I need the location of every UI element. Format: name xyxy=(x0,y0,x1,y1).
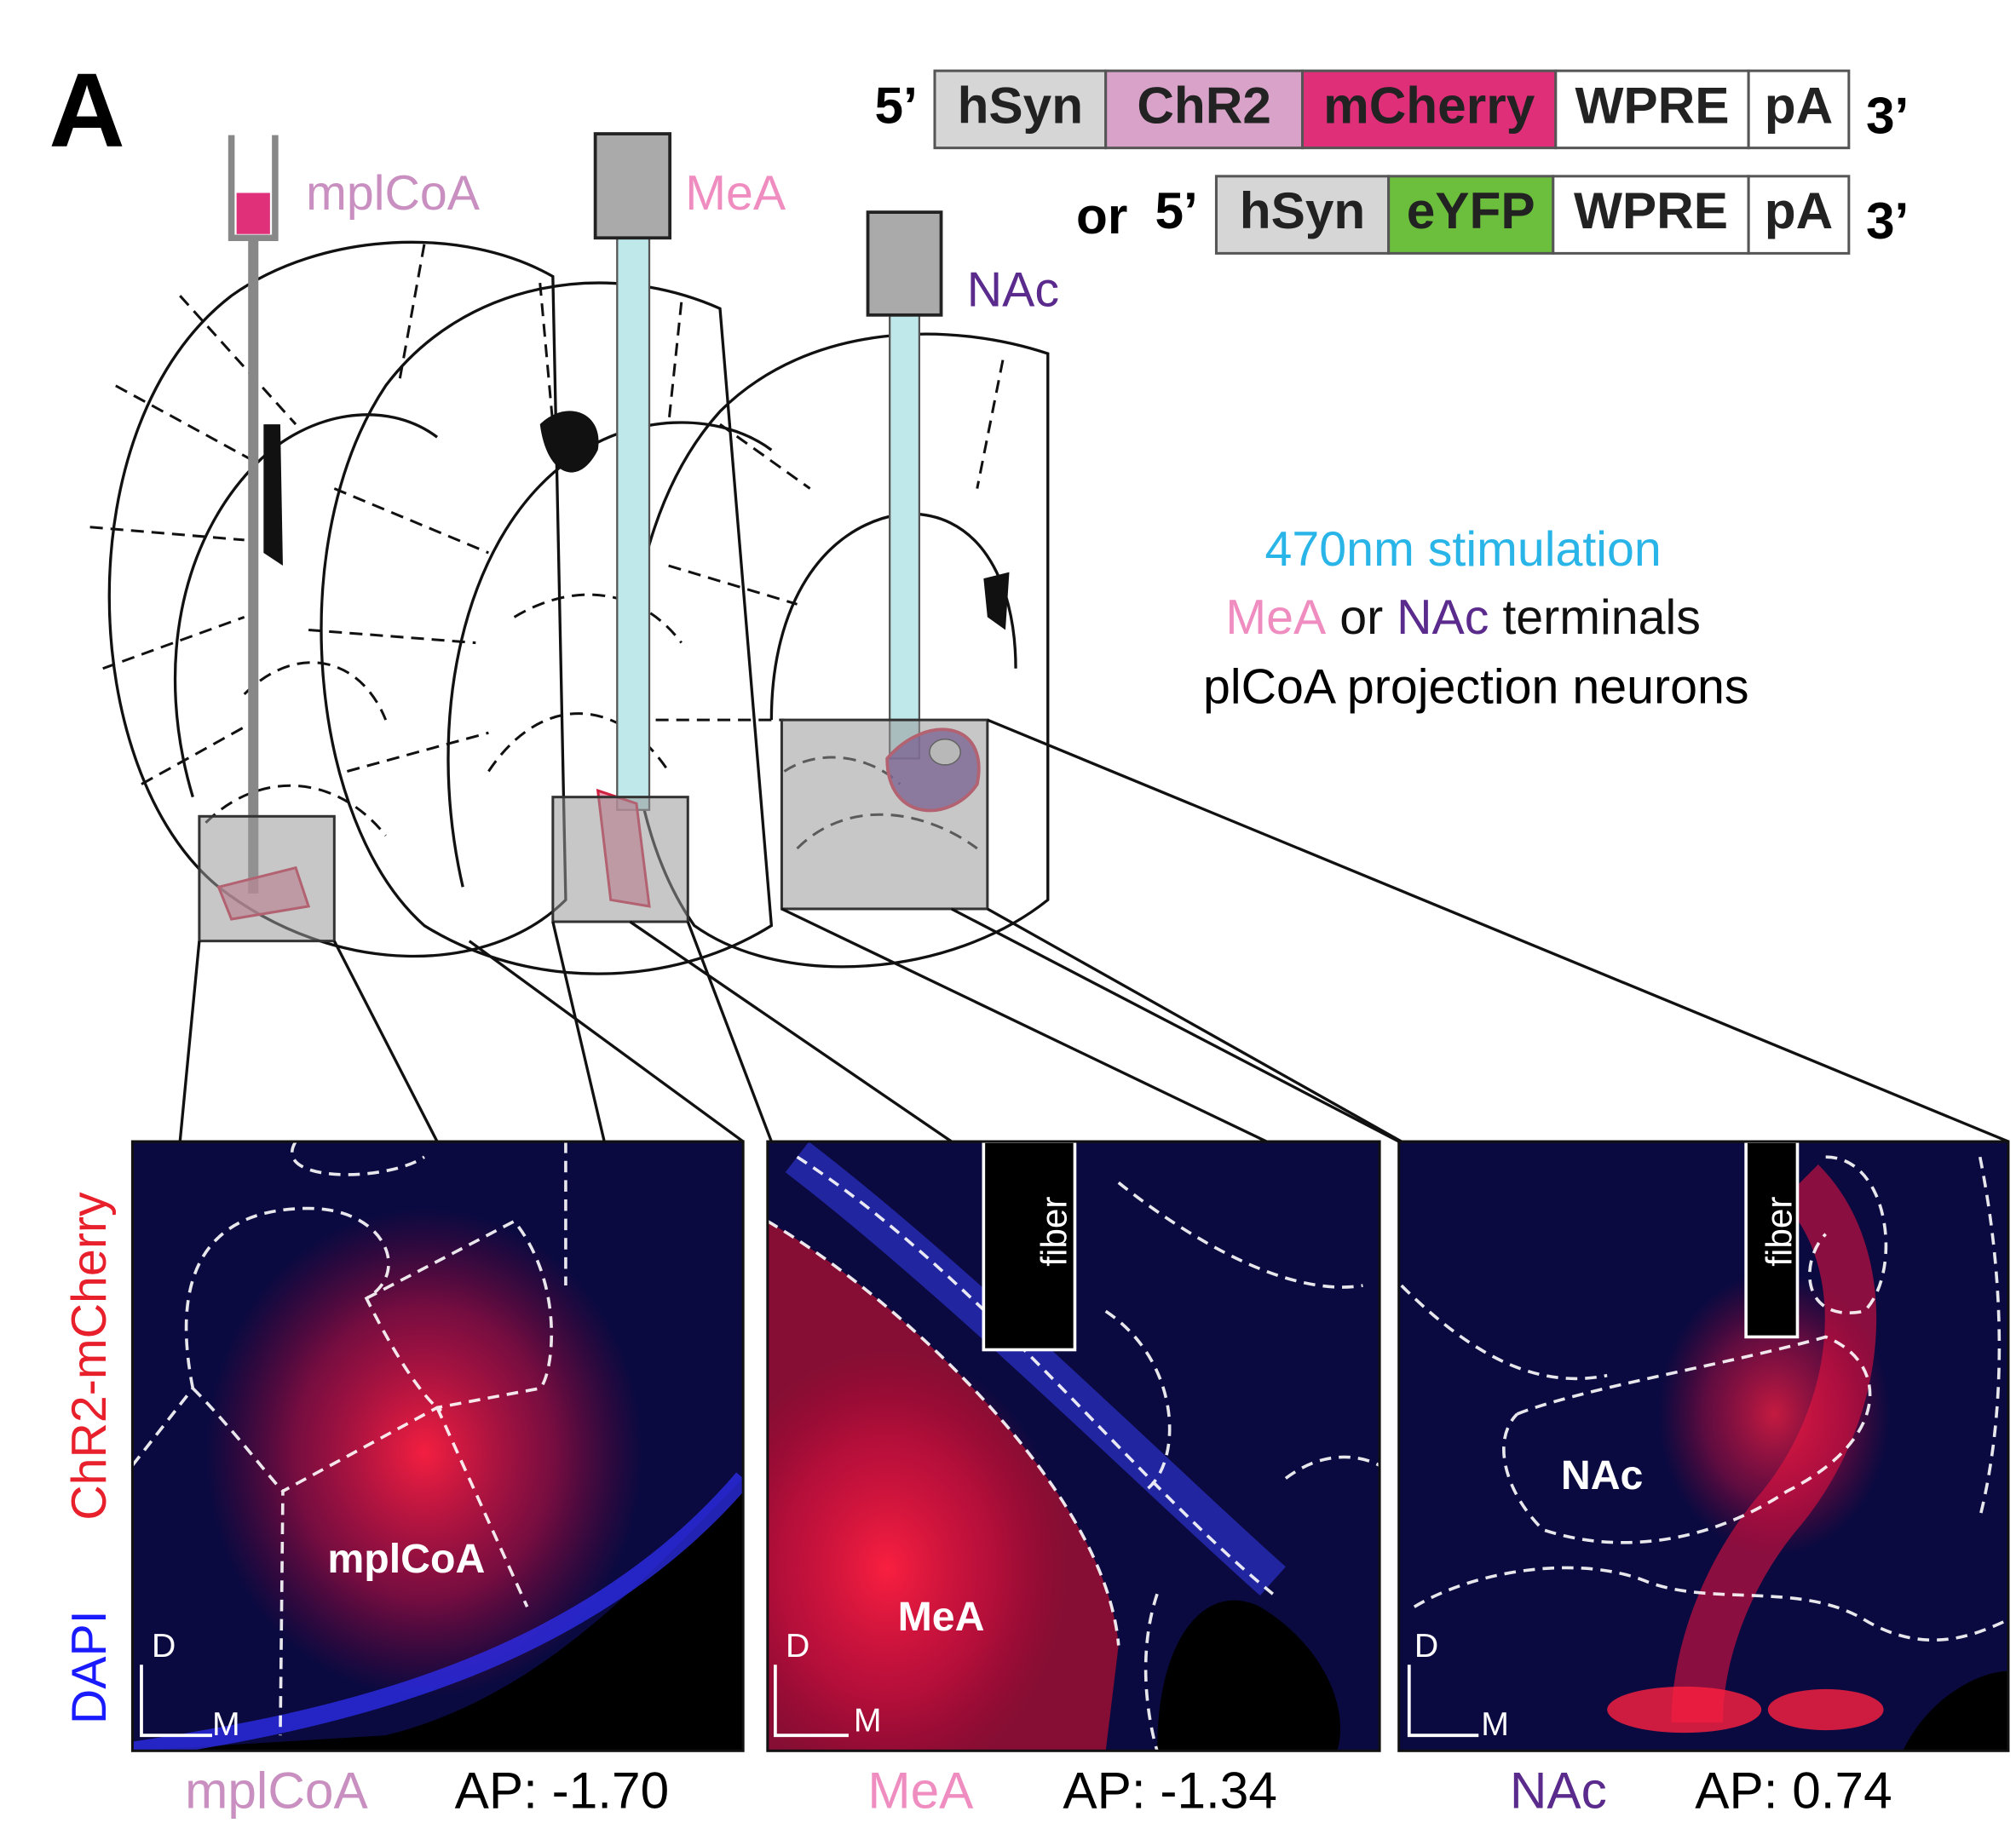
caption-ap: AP: -1.70 xyxy=(455,1762,670,1820)
construct-end: 3’ xyxy=(1866,192,1909,250)
construct-part-label: pA xyxy=(1765,76,1833,134)
construct-prefix: or xyxy=(1076,187,1127,244)
caption-ap: AP: 0.74 xyxy=(1695,1762,1892,1820)
caption-region: NAc xyxy=(1510,1762,1607,1820)
orientation: D xyxy=(152,1627,176,1665)
construct-part-label: hSyn xyxy=(1240,181,1366,239)
construct-end: 5’ xyxy=(875,76,918,134)
construct-part-label: hSyn xyxy=(958,76,1084,134)
orientation: D xyxy=(1414,1627,1438,1665)
orientation: M xyxy=(854,1701,882,1739)
orientation: D xyxy=(786,1627,809,1665)
construct-part-label: WPRE xyxy=(1575,76,1729,134)
construct-part-label: mCherry xyxy=(1323,76,1535,134)
fiber-label: fiber xyxy=(1760,1197,1800,1267)
orientation: M xyxy=(1481,1705,1509,1743)
zoom-lines xyxy=(180,720,2008,1141)
orientation: M xyxy=(212,1705,240,1743)
region-label: MeA xyxy=(898,1594,985,1640)
construct-end: 3’ xyxy=(1866,86,1909,144)
construct-part-label: pA xyxy=(1765,181,1833,239)
stain-label: DAPI xyxy=(62,1610,117,1724)
region-label: NAc xyxy=(1561,1452,1644,1498)
region-label: mplCoA xyxy=(327,1536,485,1582)
stim-line: 470nm stimulation xyxy=(1265,522,1662,577)
stim-word: terminals xyxy=(1502,590,1701,645)
image-panel xyxy=(132,1141,743,1751)
target-label: mplCoA xyxy=(306,166,481,221)
stim-line: MeA or NAc terminals xyxy=(1225,590,1701,645)
figure: A 5’ hSyn ChR2 mCherry WPRE pA 3’ or 5’ hSyn eYFP W… xyxy=(0,0,2016,1836)
image-panel xyxy=(1399,1141,2008,1751)
target-label: NAc xyxy=(967,262,1059,317)
constructs: 5’ hSyn ChR2 mCherry WPRE pA 3’ or 5’ hSyn eYFP WPR… xyxy=(875,71,1909,253)
zoom-boxes xyxy=(199,720,988,941)
stim-word: or xyxy=(1339,590,1383,645)
construct-part-label: WPRE xyxy=(1574,181,1728,239)
caption-region: mplCoA xyxy=(185,1762,368,1820)
construct-end: 5’ xyxy=(1155,181,1198,239)
panel-label: A xyxy=(49,52,124,170)
target-label: MeA xyxy=(685,166,786,221)
stim-line: plCoA projection neurons xyxy=(1203,660,1749,715)
construct-part-label: eYFP xyxy=(1407,181,1535,239)
stim-word: NAc xyxy=(1397,590,1489,645)
fiber-label: fiber xyxy=(1034,1197,1074,1267)
caption-ap: AP: -1.34 xyxy=(1063,1762,1277,1820)
stain-label: ChR2-mCherry xyxy=(62,1192,117,1521)
construct-part-label: ChR2 xyxy=(1137,76,1271,134)
stim-word: MeA xyxy=(1225,590,1327,645)
page: { "panel_label": "A", "constructs": [ {"… xyxy=(0,0,2016,1836)
caption-region: MeA xyxy=(867,1762,974,1820)
